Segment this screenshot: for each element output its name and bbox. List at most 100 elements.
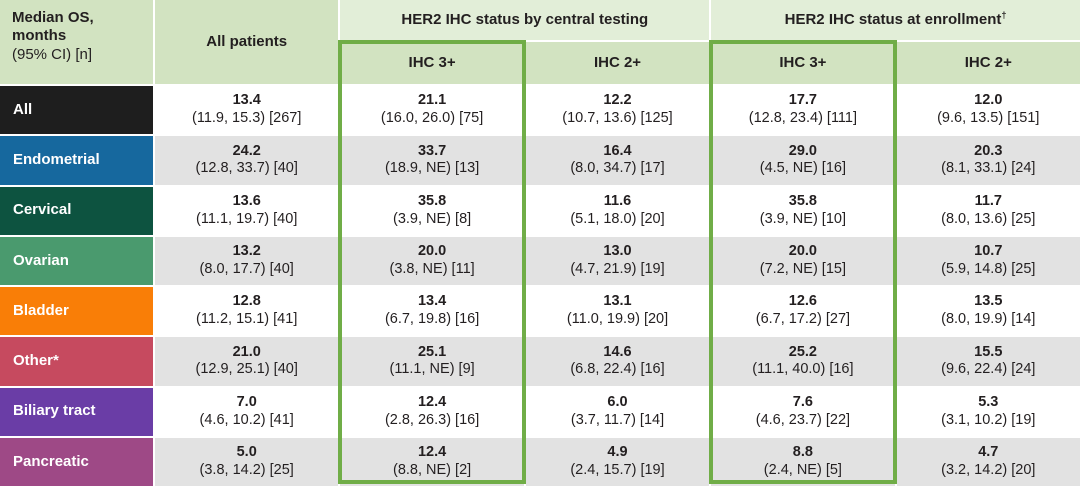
cell-cervical-all-patients: 13.6 (11.1, 19.7) [40] (155, 186, 339, 235)
cell-biliary-tract-all-patients: 7.0 (4.6, 10.2) [41] (155, 387, 339, 436)
ci-and-n: (4.6, 10.2) [41] (199, 411, 294, 428)
ci-and-n: (8.8, NE) [2] (393, 461, 472, 478)
row-label-all: All (0, 86, 153, 135)
median-value: 33.7 (417, 142, 447, 159)
corner-header-title: Median OS, months (12, 9, 94, 45)
ci-and-n: (11.9, 15.3) [267] (192, 110, 302, 127)
cell-pancreatic-central-ihc2: 4.9 (2.4, 15.7) [19] (525, 437, 710, 486)
median-value: 13.4 (232, 92, 261, 109)
ci-and-n: (8.1, 33.1) [24] (941, 160, 1036, 177)
row-label-ovarian: Ovarian (0, 236, 153, 285)
cell-ovarian-central-ihc2: 13.0 (4.7, 21.9) [19] (525, 236, 710, 285)
median-value: 13.2 (232, 243, 261, 260)
median-value: 13.0 (603, 243, 632, 260)
cell-other-central-ihc3: 25.1 (11.1, NE) [9] (340, 337, 524, 386)
ci-and-n: (5.9, 14.8) [25] (941, 260, 1036, 277)
cell-cervical-enrollment-ihc2: 11.7 (8.0, 13.6) [25] (896, 186, 1080, 235)
median-value: 25.2 (788, 343, 817, 360)
cell-pancreatic-all-patients: 5.0 (3.8, 14.2) [25] (155, 437, 339, 486)
median-value: 20.3 (974, 142, 1003, 159)
corner-header: Median OS, months (95% CI) [n] (0, 0, 153, 84)
median-value: 8.8 (792, 444, 813, 461)
dagger-superscript: † (1001, 9, 1007, 20)
row-label-bladder: Bladder (0, 287, 153, 336)
cell-pancreatic-central-ihc3: 12.4 (8.8, NE) [2] (340, 437, 524, 486)
median-value: 12.6 (788, 293, 817, 310)
cell-ovarian-all-patients: 13.2 (8.0, 17.7) [40] (155, 236, 339, 285)
ci-and-n: (11.1, 19.7) [40] (196, 210, 298, 227)
cell-all-enrollment-ihc3: 17.7 (12.8, 23.4) [111] (711, 86, 895, 135)
median-value: 7.6 (792, 393, 813, 410)
cell-endometrial-central-ihc3: 33.7 (18.9, NE) [13] (340, 136, 524, 185)
ci-and-n: (4.6, 23.7) [22] (755, 411, 851, 428)
row-label-cervical: Cervical (0, 186, 153, 235)
ci-and-n: (9.6, 22.4) [24] (941, 361, 1036, 378)
ci-and-n: (2.4, 15.7) [19] (570, 461, 665, 478)
median-value: 13.5 (974, 293, 1003, 310)
cell-biliary-tract-central-ihc3: 12.4 (2.8, 26.3) [16] (340, 387, 524, 436)
cell-endometrial-enrollment-ihc3: 29.0 (4.5, NE) [16] (711, 136, 895, 185)
column-header-all-patients: All patients (155, 0, 339, 84)
ci-and-n: (3.1, 10.2) [19] (941, 411, 1036, 428)
median-value: 14.6 (603, 343, 632, 360)
median-value: 12.2 (603, 92, 632, 109)
median-value: 12.4 (417, 444, 447, 461)
median-value: 16.4 (603, 142, 632, 159)
cell-other-all-patients: 21.0 (12.9, 25.1) [40] (155, 337, 339, 386)
cell-biliary-tract-enrollment-ihc3: 7.6 (4.6, 23.7) [22] (711, 387, 895, 436)
ci-and-n: (3.9, NE) [10] (759, 210, 846, 227)
median-value: 5.3 (978, 393, 999, 410)
row-label-pancreatic: Pancreatic (0, 437, 153, 486)
median-value: 11.7 (974, 192, 1002, 209)
median-value: 4.7 (978, 444, 999, 461)
median-value: 17.7 (788, 92, 817, 109)
ci-and-n: (9.6, 13.5) [151] (937, 110, 1040, 127)
cell-ovarian-enrollment-ihc3: 20.0 (7.2, NE) [15] (711, 236, 895, 285)
median-value: 21.0 (232, 343, 261, 360)
ci-and-n: (3.2, 14.2) [20] (941, 461, 1036, 478)
subheader-central-ihc3: IHC 3+ (340, 42, 524, 84)
cell-all-central-ihc2: 12.2 (10.7, 13.6) [125] (525, 86, 710, 135)
ci-and-n: (12.8, 23.4) [111] (748, 110, 858, 127)
cell-endometrial-central-ihc2: 16.4 (8.0, 34.7) [17] (525, 136, 710, 185)
ci-and-n: (12.8, 33.7) [40] (195, 160, 298, 177)
ci-and-n: (6.7, 17.2) [27] (755, 311, 851, 328)
median-value: 15.5 (974, 343, 1003, 360)
cell-all-central-ihc3: 21.1 (16.0, 26.0) [75] (340, 86, 524, 135)
ci-and-n: (6.8, 22.4) [16] (570, 361, 665, 378)
ci-and-n: (11.2, 15.1) [41] (196, 311, 298, 328)
row-label-other: Other* (0, 337, 153, 386)
median-value: 20.0 (788, 243, 817, 260)
ci-and-n: (6.7, 19.8) [16] (384, 311, 480, 328)
ci-and-n: (7.2, NE) [15] (759, 260, 846, 277)
ci-and-n: (3.8, 14.2) [25] (199, 461, 294, 478)
ci-and-n: (10.7, 13.6) [125] (562, 110, 673, 127)
cell-cervical-central-ihc3: 35.8 (3.9, NE) [8] (340, 186, 524, 235)
median-value: 35.8 (788, 192, 817, 209)
cell-biliary-tract-enrollment-ihc2: 5.3 (3.1, 10.2) [19] (896, 387, 1080, 436)
median-value: 6.0 (607, 393, 628, 410)
median-value: 24.2 (232, 142, 261, 159)
cell-bladder-enrollment-ihc3: 12.6 (6.7, 17.2) [27] (711, 287, 895, 336)
group-header-central-label: HER2 IHC status by central testing (401, 10, 649, 28)
cell-cervical-enrollment-ihc3: 35.8 (3.9, NE) [10] (711, 186, 895, 235)
median-value: 13.6 (232, 192, 261, 209)
median-value: 5.0 (236, 444, 257, 461)
cell-ovarian-enrollment-ihc2: 10.7 (5.9, 14.8) [25] (896, 236, 1080, 285)
cell-pancreatic-enrollment-ihc3: 8.8 (2.4, NE) [5] (711, 437, 895, 486)
ci-and-n: (3.9, NE) [8] (393, 210, 472, 227)
ci-and-n: (12.9, 25.1) [40] (195, 361, 298, 378)
median-value: 21.1 (417, 92, 447, 109)
group-header-central-testing: HER2 IHC status by central testing (340, 0, 710, 40)
cell-bladder-central-ihc3: 13.4 (6.7, 19.8) [16] (340, 287, 524, 336)
ci-and-n: (4.7, 21.9) [19] (570, 260, 665, 277)
ci-and-n: (8.0, 17.7) [40] (199, 260, 294, 277)
median-value: 12.8 (232, 293, 261, 310)
row-label-biliary-tract: Biliary tract (0, 387, 153, 436)
median-value: 13.1 (603, 293, 632, 310)
cell-endometrial-all-patients: 24.2 (12.8, 33.7) [40] (155, 136, 339, 185)
cell-biliary-tract-central-ihc2: 6.0 (3.7, 11.7) [14] (525, 387, 710, 436)
ci-and-n: (2.4, NE) [5] (763, 461, 842, 478)
median-value: 20.0 (417, 243, 447, 260)
